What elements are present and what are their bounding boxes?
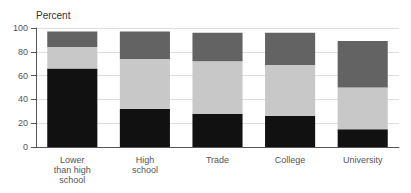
svg-text:school: school [59,175,85,185]
svg-text:Trade: Trade [206,155,229,165]
svg-text:Percent: Percent [36,10,71,21]
svg-text:60: 60 [18,71,28,81]
svg-text:0: 0 [23,142,28,152]
svg-text:Lower: Lower [60,155,85,165]
svg-text:20: 20 [18,118,28,128]
svg-text:school: school [132,165,158,175]
svg-text:College: College [275,155,306,165]
svg-text:than high: than high [54,165,91,175]
svg-text:100: 100 [13,23,28,33]
svg-text:80: 80 [18,47,28,57]
svg-text:High: High [136,155,155,165]
svg-text:University: University [343,155,383,165]
svg-text:40: 40 [18,94,28,104]
